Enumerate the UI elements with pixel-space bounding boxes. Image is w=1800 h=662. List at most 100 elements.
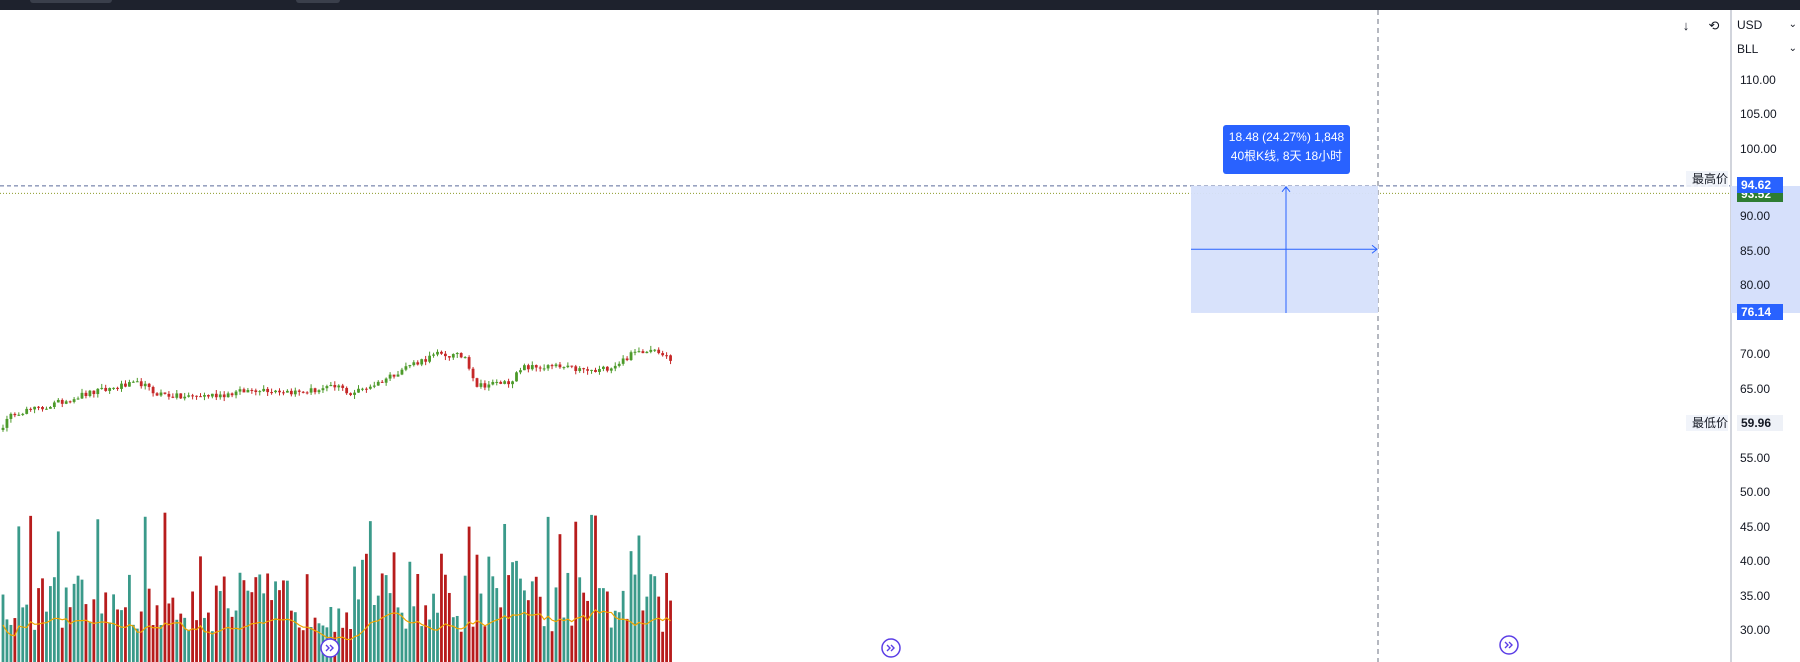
top-bar xyxy=(0,0,1800,10)
candle xyxy=(357,388,360,393)
volume-bar xyxy=(286,580,289,662)
volume-bar xyxy=(120,610,123,662)
candle xyxy=(365,388,368,390)
chevron-down-icon: ⌄ xyxy=(1788,43,1797,54)
candle xyxy=(558,364,562,368)
candle xyxy=(270,392,273,394)
volume-bar xyxy=(147,588,151,662)
candle xyxy=(637,351,641,353)
volume-bar xyxy=(598,588,601,662)
candle xyxy=(183,396,187,399)
volume-bar xyxy=(72,583,76,662)
volume-bar xyxy=(641,610,645,662)
candle xyxy=(135,381,139,383)
candle xyxy=(203,395,206,397)
candle xyxy=(250,389,254,391)
candle xyxy=(266,388,270,393)
volume-bar xyxy=(128,574,131,662)
candle xyxy=(139,381,143,387)
axis-tick-label: 50.00 xyxy=(1740,485,1771,499)
candle xyxy=(602,366,605,369)
event-marker-icon[interactable] xyxy=(881,638,901,658)
candle xyxy=(1,427,5,430)
event-marker-icon[interactable] xyxy=(1499,635,1519,655)
candle xyxy=(380,381,384,383)
volume-bar xyxy=(609,627,613,662)
candle xyxy=(37,406,40,408)
measurement-change: 18.48 (24.27%) 1,848 xyxy=(1228,130,1345,144)
candle xyxy=(440,351,443,354)
volume-bar xyxy=(661,631,665,662)
volume-bar xyxy=(625,618,629,662)
candle xyxy=(372,385,376,387)
volume-bar xyxy=(550,631,554,662)
candle xyxy=(621,358,625,364)
candle xyxy=(653,349,657,351)
volume-bar xyxy=(566,572,570,662)
candle xyxy=(404,366,408,370)
scroll-to-latest-button[interactable]: ↓ xyxy=(1675,16,1697,36)
chart-pane[interactable] xyxy=(0,10,1730,662)
candle xyxy=(84,392,88,397)
candle xyxy=(361,388,364,390)
volume-bar xyxy=(49,586,52,662)
volume-bar xyxy=(384,575,388,662)
candle xyxy=(408,365,412,367)
reset-chart-button[interactable]: ⟲ xyxy=(1703,16,1725,36)
volume-bar xyxy=(436,612,439,662)
currency-select[interactable]: USD ⌄ xyxy=(1737,15,1797,35)
volume-bar xyxy=(376,595,380,662)
volume-bar xyxy=(629,551,633,662)
candle xyxy=(471,368,475,379)
volume-bar xyxy=(25,604,29,662)
candle xyxy=(613,365,617,369)
arrow-down-icon: ↓ xyxy=(1682,18,1690,33)
candle xyxy=(246,389,250,393)
volume-bar xyxy=(112,594,115,662)
candle xyxy=(609,368,613,371)
symbol-value: BLL xyxy=(1737,42,1759,56)
candle xyxy=(56,399,60,403)
event-marker-icon[interactable] xyxy=(320,638,340,658)
symbol-select[interactable]: BLL ⌄ xyxy=(1737,39,1797,59)
top-tab[interactable] xyxy=(296,0,340,3)
candle xyxy=(254,390,258,393)
volume-bar xyxy=(408,561,412,662)
candle xyxy=(17,414,21,416)
volume-bar xyxy=(546,516,550,662)
candle xyxy=(210,393,214,397)
top-tab[interactable] xyxy=(30,0,112,3)
volume-bar xyxy=(203,617,206,662)
candle xyxy=(128,382,131,387)
candle xyxy=(163,392,167,394)
currency-value: USD xyxy=(1737,18,1763,32)
candle xyxy=(41,407,44,410)
price-axis[interactable] xyxy=(1731,10,1800,662)
candle xyxy=(321,388,325,391)
volume-bar xyxy=(218,591,222,662)
volume-bar xyxy=(361,559,364,662)
volume-bar xyxy=(542,626,546,662)
price-chart[interactable] xyxy=(0,10,1730,662)
candle xyxy=(499,381,503,384)
candle xyxy=(278,390,281,393)
candle xyxy=(238,389,242,392)
volume-bar xyxy=(297,627,301,662)
axis-tick-label: 90.00 xyxy=(1740,209,1771,223)
volume-bar xyxy=(167,603,171,662)
volume-bar xyxy=(187,629,191,662)
volume-bar xyxy=(519,578,522,662)
candle xyxy=(337,385,341,388)
candle xyxy=(120,383,123,389)
volume-bar xyxy=(84,604,88,662)
candle xyxy=(605,366,609,371)
volume-bar xyxy=(92,599,96,662)
volume-bar xyxy=(289,610,293,662)
candle xyxy=(594,369,597,372)
axis-tick-label: 65.00 xyxy=(1740,382,1771,396)
axis-tick-label: 105.00 xyxy=(1740,107,1777,121)
measurement-range: 40根K线, 8天 18小时 xyxy=(1230,149,1343,163)
volume-bar xyxy=(503,523,507,662)
candle xyxy=(570,365,574,367)
candle xyxy=(64,401,68,404)
